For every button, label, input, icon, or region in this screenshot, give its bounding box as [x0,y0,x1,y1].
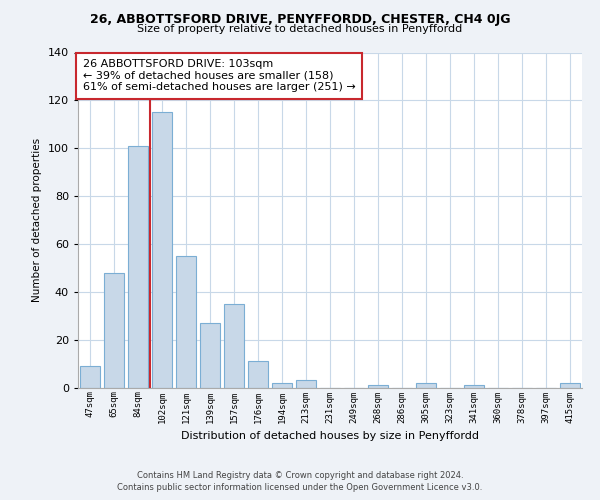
Bar [176,256,196,388]
Text: Contains HM Land Registry data © Crown copyright and database right 2024.
Contai: Contains HM Land Registry data © Crown c… [118,471,482,492]
Bar [80,366,100,388]
Bar [152,112,172,388]
Text: 26, ABBOTTSFORD DRIVE, PENYFFORDD, CHESTER, CH4 0JG: 26, ABBOTTSFORD DRIVE, PENYFFORDD, CHEST… [90,12,510,26]
Bar [200,323,220,388]
X-axis label: Distribution of detached houses by size in Penyffordd: Distribution of detached houses by size … [181,431,479,441]
Bar [368,385,388,388]
Bar [416,382,436,388]
Text: 26 ABBOTTSFORD DRIVE: 103sqm
← 39% of detached houses are smaller (158)
61% of s: 26 ABBOTTSFORD DRIVE: 103sqm ← 39% of de… [83,59,356,92]
Text: Size of property relative to detached houses in Penyffordd: Size of property relative to detached ho… [137,24,463,34]
Bar [464,385,484,388]
Bar [296,380,316,388]
Bar [248,361,268,388]
Bar [272,382,292,388]
Bar [560,382,580,388]
Bar [128,146,148,388]
Bar [224,304,244,388]
Bar [104,272,124,388]
Y-axis label: Number of detached properties: Number of detached properties [32,138,42,302]
